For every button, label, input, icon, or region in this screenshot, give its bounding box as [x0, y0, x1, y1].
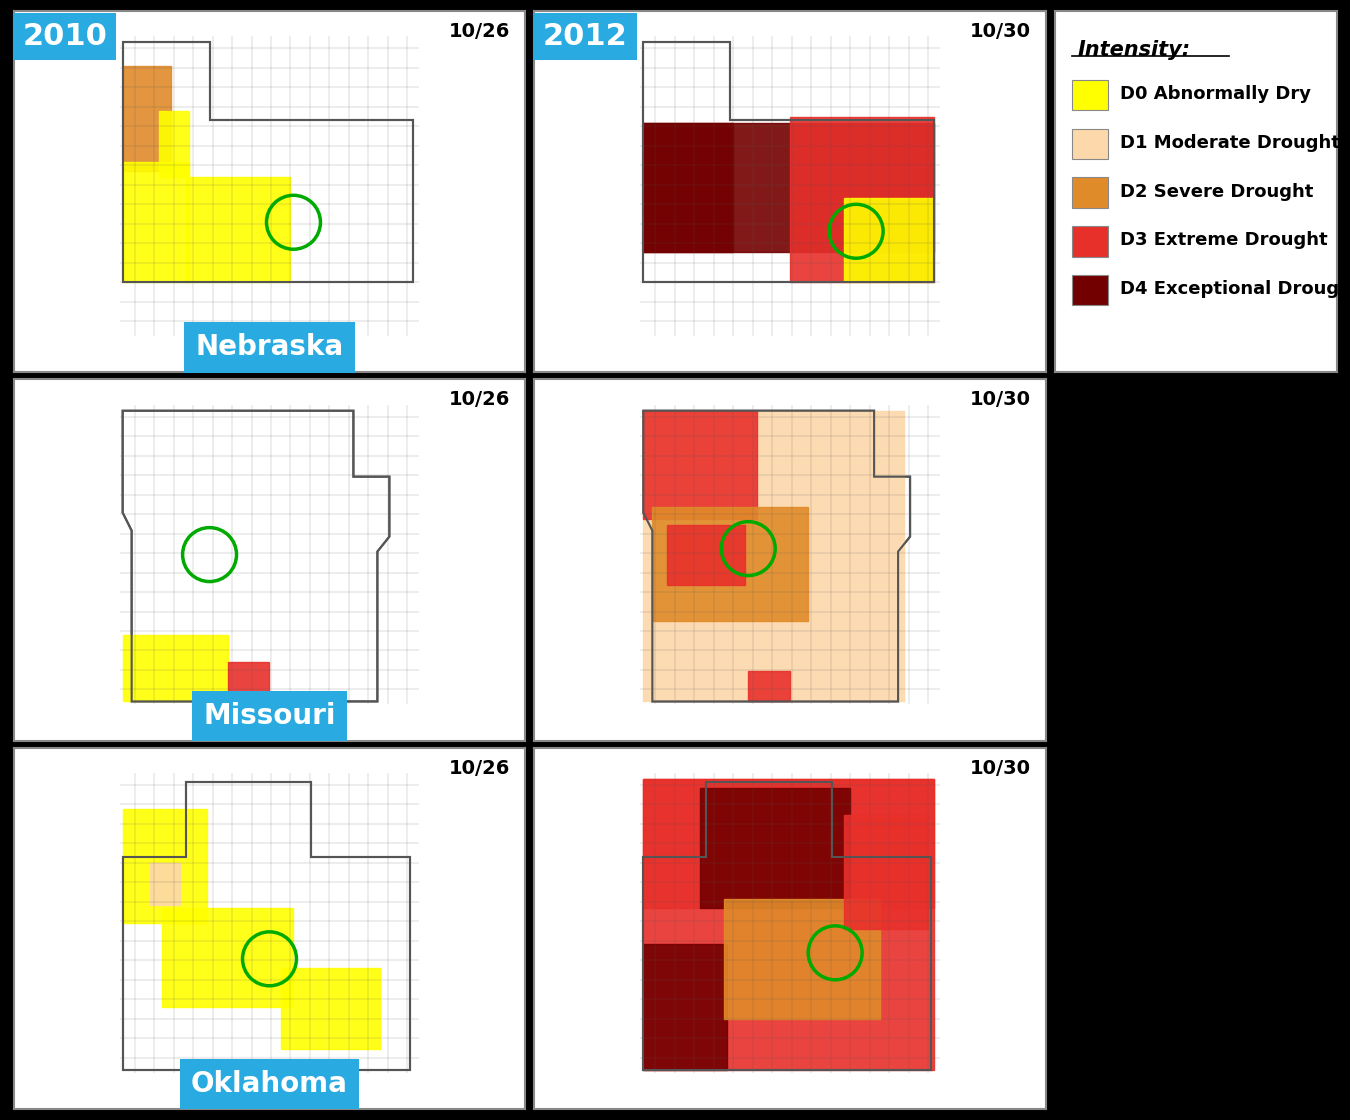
Text: 10/26: 10/26	[448, 22, 510, 41]
FancyBboxPatch shape	[1072, 226, 1108, 256]
Text: 10/26: 10/26	[448, 758, 510, 777]
Text: D3 Extreme Drought: D3 Extreme Drought	[1119, 232, 1327, 250]
Text: 2010: 2010	[22, 22, 107, 52]
Text: 10/30: 10/30	[969, 758, 1031, 777]
Text: 10/30: 10/30	[969, 390, 1031, 409]
Text: 2012: 2012	[543, 22, 628, 52]
Text: Missouri: Missouri	[204, 702, 336, 730]
FancyBboxPatch shape	[1072, 80, 1108, 111]
Text: D4 Exceptional Drought: D4 Exceptional Drought	[1119, 280, 1350, 298]
Text: Intensity:: Intensity:	[1077, 40, 1191, 60]
Text: Oklahoma: Oklahoma	[192, 1070, 348, 1098]
Text: 10/26: 10/26	[448, 390, 510, 409]
FancyBboxPatch shape	[1072, 129, 1108, 159]
FancyBboxPatch shape	[1072, 177, 1108, 208]
Text: D1 Moderate Drought: D1 Moderate Drought	[1119, 134, 1339, 152]
Text: D2 Severe Drought: D2 Severe Drought	[1119, 183, 1314, 200]
Text: D0 Abnormally Dry: D0 Abnormally Dry	[1119, 85, 1311, 103]
FancyBboxPatch shape	[1072, 274, 1108, 306]
Text: 10/30: 10/30	[969, 22, 1031, 41]
Text: Nebraska: Nebraska	[196, 334, 343, 362]
